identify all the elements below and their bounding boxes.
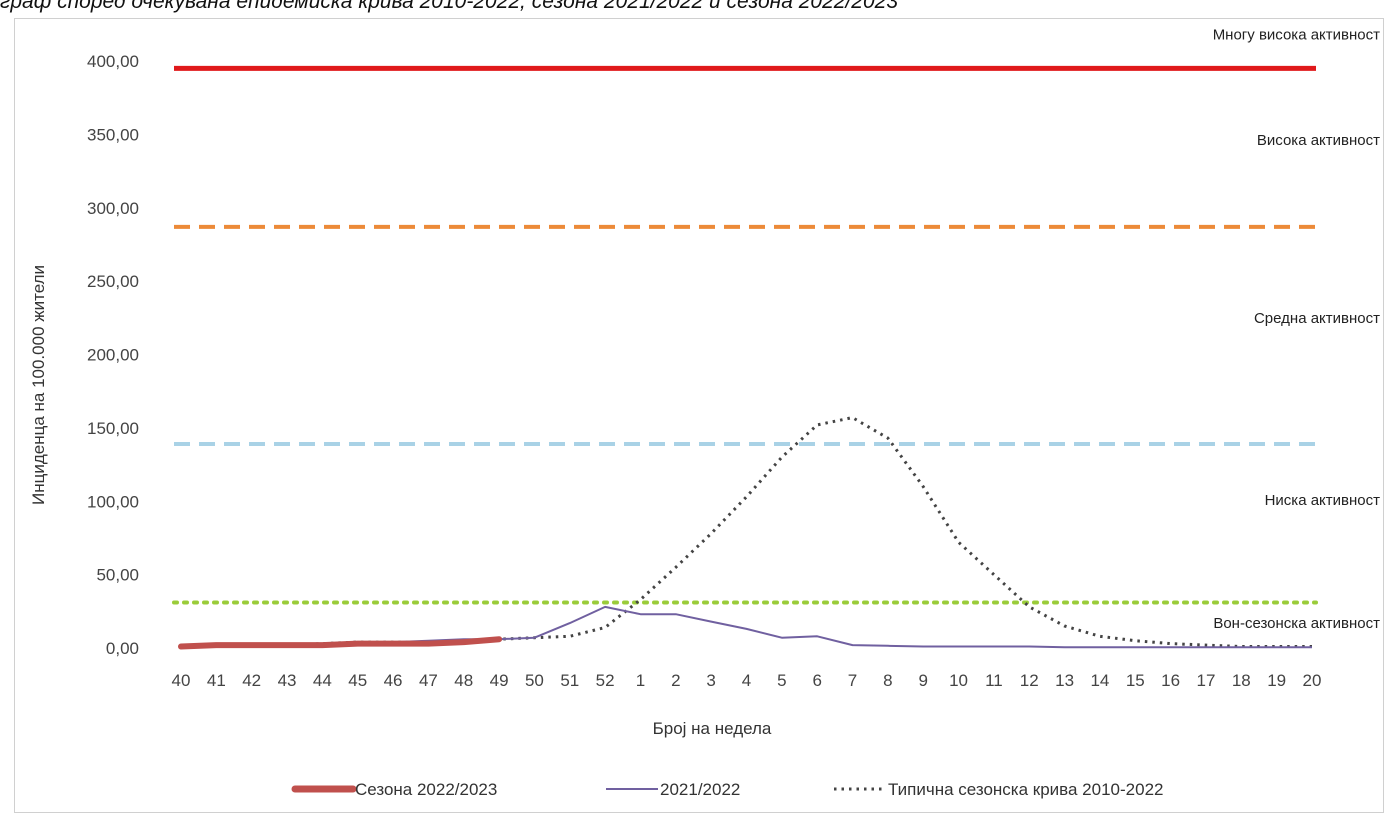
y-tick-label: 250,00: [87, 272, 139, 291]
x-tick-label: 45: [348, 671, 367, 690]
y-axis-ticks: 0,00 50,00 100,00 150,00 200,00 250,00 300,00 3…: [87, 52, 139, 658]
x-tick-label: 41: [207, 671, 226, 690]
x-axis-ticks: 40 41 42 43 44 45 46 47 48 49 50 51 52 1 2 3 4 5 6 7 8 9 10 11 1…: [172, 671, 1322, 690]
x-tick-label: 8: [883, 671, 892, 690]
x-tick-label: 16: [1161, 671, 1180, 690]
x-tick-label: 5: [777, 671, 786, 690]
x-tick-label: 10: [949, 671, 968, 690]
x-tick-label: 49: [490, 671, 509, 690]
x-tick-label: 43: [278, 671, 297, 690]
x-tick-label: 1: [636, 671, 645, 690]
y-tick-label: 50,00: [96, 566, 139, 585]
x-tick-label: 4: [742, 671, 751, 690]
legend-label: 2021/2022: [660, 780, 740, 799]
series-line: [181, 416, 1312, 648]
zone-label: Вон-сезонска активност: [1213, 615, 1380, 632]
x-tick-label: 42: [242, 671, 261, 690]
legend-label: Сезона 2022/2023: [355, 780, 497, 799]
x-tick-label: 13: [1055, 671, 1074, 690]
y-tick-label: 0,00: [106, 639, 139, 658]
x-tick-label: 6: [812, 671, 821, 690]
chart-legend: Сезона 2022/2023 2021/2022 Типична сезонск…: [291, 780, 1163, 799]
x-tick-label: 7: [848, 671, 857, 690]
series-lines: [178, 416, 1312, 650]
zone-label: Многу висока активност: [1213, 27, 1380, 44]
chart-frame: [14, 18, 1384, 813]
y-tick-label: 100,00: [87, 492, 139, 511]
x-tick-label: 17: [1197, 671, 1216, 690]
x-tick-label: 3: [706, 671, 715, 690]
activity-threshold-lines: [172, 65, 1318, 605]
x-tick-label: 52: [596, 671, 615, 690]
activity-zone-labels: Многу висока активност Висока активност Ср…: [1213, 27, 1380, 632]
x-tick-label: 9: [918, 671, 927, 690]
x-tick-label: 14: [1090, 671, 1109, 690]
x-tick-label: 2: [671, 671, 680, 690]
x-tick-label: 40: [172, 671, 191, 690]
x-tick-label: 46: [384, 671, 403, 690]
x-tick-label: 15: [1126, 671, 1145, 690]
x-tick-label: 12: [1020, 671, 1039, 690]
zone-label: Висока активност: [1257, 132, 1380, 149]
chart-caption: граф според очекувана епидемиска крива 2…: [0, 0, 899, 13]
x-tick-label: 20: [1303, 671, 1322, 690]
x-tick-label: 18: [1232, 671, 1251, 690]
y-tick-label: 350,00: [87, 125, 139, 144]
y-tick-label: 300,00: [87, 199, 139, 218]
x-tick-label: 48: [454, 671, 473, 690]
y-tick-label: 400,00: [87, 52, 139, 71]
x-tick-label: 44: [313, 671, 332, 690]
zone-label: Ниска активност: [1265, 492, 1381, 509]
y-tick-label: 200,00: [87, 346, 139, 365]
zone-label: Средна активност: [1254, 310, 1380, 327]
y-tick-label: 150,00: [87, 419, 139, 438]
y-axis-title: Инциденца на 100.000 жители: [29, 265, 48, 505]
x-tick-label: 19: [1267, 671, 1286, 690]
x-tick-label: 11: [985, 671, 1003, 690]
x-tick-label: 50: [525, 671, 544, 690]
x-tick-label: 51: [560, 671, 579, 690]
x-axis-title: Број на недела: [653, 719, 772, 738]
legend-label: Типична сезонска крива 2010-2022: [888, 780, 1163, 799]
x-tick-label: 47: [419, 671, 438, 690]
series-line: [178, 636, 503, 650]
